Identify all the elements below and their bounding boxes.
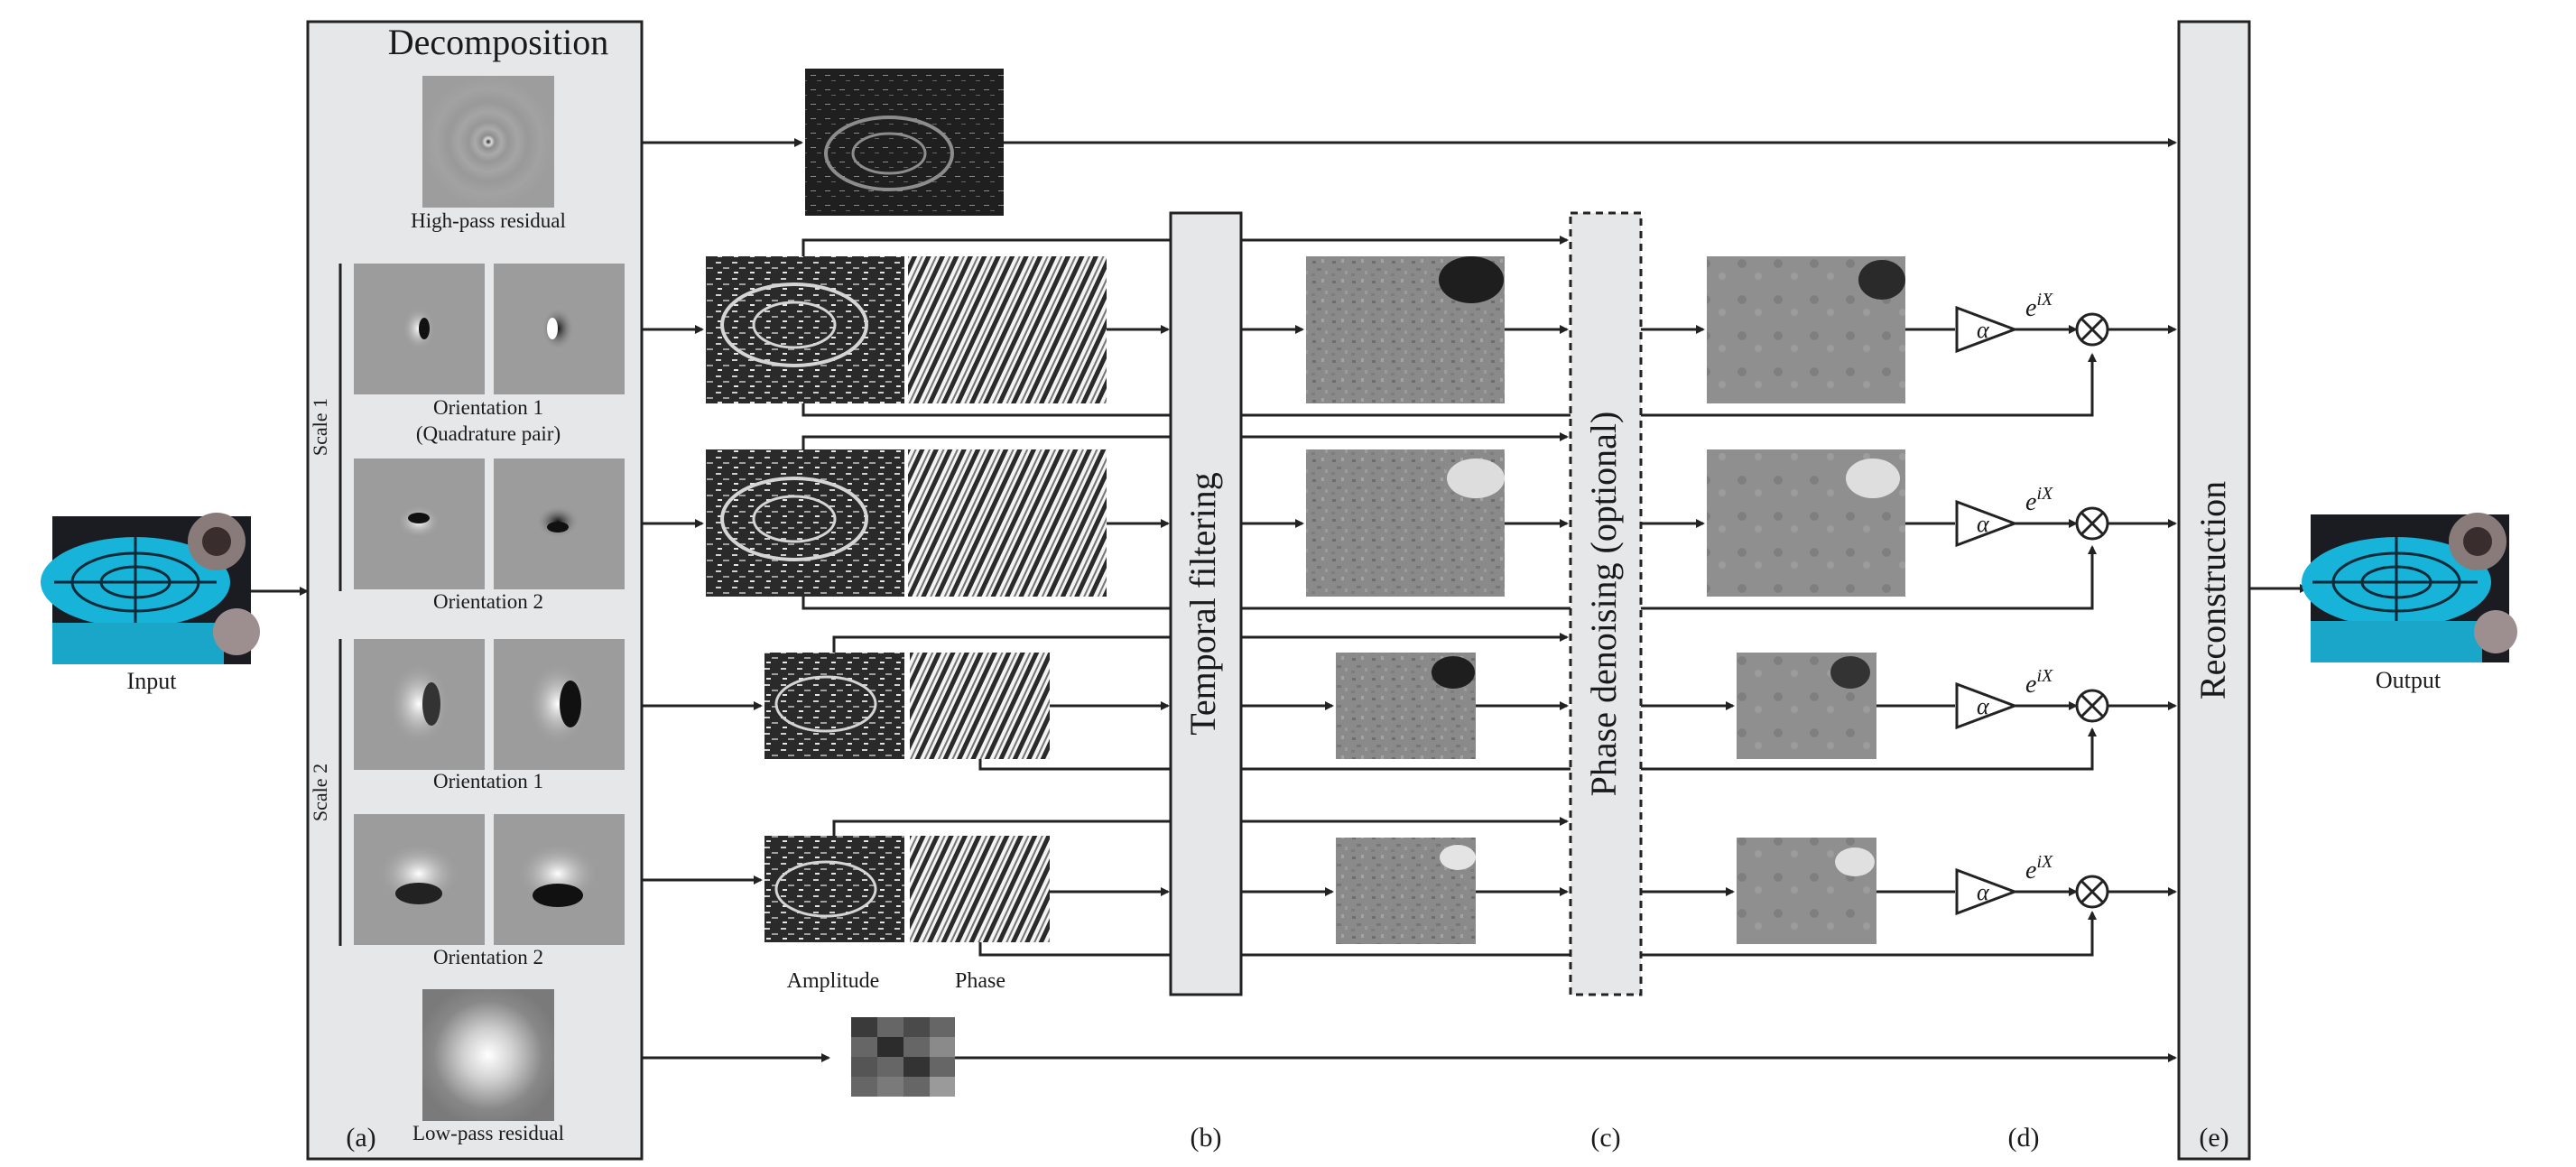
high-pass-band-image (805, 69, 1004, 216)
exp-symbol: eiX (2025, 290, 2053, 322)
panel-c-label: (c) (1590, 1123, 1620, 1153)
scale1-orientation2-label: Orientation 2 (433, 590, 543, 613)
reconstruction-block[interactable] (2177, 20, 2251, 1161)
panel-e-label: (e) (2199, 1123, 2229, 1153)
scale2-label: Scale 2 (309, 764, 331, 821)
phase-denoising-label: Phase denoising (optional) (1583, 412, 1624, 797)
scale1-orientation1-label: Orientation 1 (433, 396, 543, 419)
row4-phase-image (910, 836, 1050, 942)
phase-label: Phase (955, 969, 1005, 993)
quadrature-pair-label: (Quadrature pair) (416, 422, 561, 445)
amplifier-row3 (1955, 681, 2177, 730)
row3-phase-image (910, 653, 1050, 759)
alpha-symbol: α (1977, 879, 1990, 905)
scale2-orientation1-label: Orientation 1 (433, 770, 543, 792)
amplitude-to-multiplier-lines (802, 353, 2097, 957)
alpha-symbol: α (1977, 317, 1990, 343)
row4-amplitude-image (764, 836, 904, 942)
high-pass-filter-image (422, 76, 554, 208)
row3-amplitude-image (764, 653, 904, 759)
temporal-filtering-label: Temporal filtering (1182, 472, 1223, 736)
amplifier-row4 (1955, 867, 2177, 916)
decomposition-panel (306, 20, 644, 1161)
scale1-orientation2-filters (354, 458, 625, 589)
scale2-orientation2-filters (354, 814, 625, 945)
scale1-label: Scale 1 (309, 398, 331, 456)
amplifier-row1 (1955, 305, 2177, 354)
exp-symbol: eiX (2025, 666, 2053, 699)
panel-a-label: (a) (346, 1123, 375, 1153)
input-label: Input (127, 668, 178, 694)
amplitude-bypass-lines (802, 236, 1569, 836)
alpha-symbol: α (1977, 693, 1990, 719)
high-pass-label: High-pass residual (411, 209, 566, 232)
scale1-orientation1-filters (354, 264, 625, 394)
alpha-symbol: α (1977, 511, 1990, 537)
panel-d-label: (d) (2008, 1123, 2040, 1153)
phase-denoising-block[interactable] (1569, 211, 1643, 996)
low-pass-label: Low-pass residual (412, 1122, 564, 1144)
input-image (41, 513, 260, 664)
row1-amplitude-image (706, 256, 904, 403)
decomposition-title: Decomposition (388, 22, 608, 62)
exp-symbol: eiX (2025, 852, 2053, 885)
row2-phase-image (908, 449, 1107, 597)
amplitude-label: Amplitude (787, 969, 880, 993)
temporal-filtering-block[interactable] (1169, 211, 1243, 996)
row2-amplitude-image (706, 449, 904, 597)
row1-phase-image (908, 256, 1107, 403)
scale2-orientation2-label: Orientation 2 (433, 946, 543, 968)
exp-symbol: eiX (2025, 484, 2053, 516)
low-pass-band-image (851, 1017, 955, 1097)
output-label: Output (2376, 667, 2442, 693)
low-pass-filter-image (422, 989, 554, 1121)
scale2-orientation1-filters (354, 639, 625, 770)
reconstruction-label: Reconstruction (2192, 481, 2233, 699)
panel-b-label: (b) (1191, 1123, 1222, 1153)
amplifier-row2 (1955, 499, 2177, 548)
output-image (2302, 513, 2517, 662)
